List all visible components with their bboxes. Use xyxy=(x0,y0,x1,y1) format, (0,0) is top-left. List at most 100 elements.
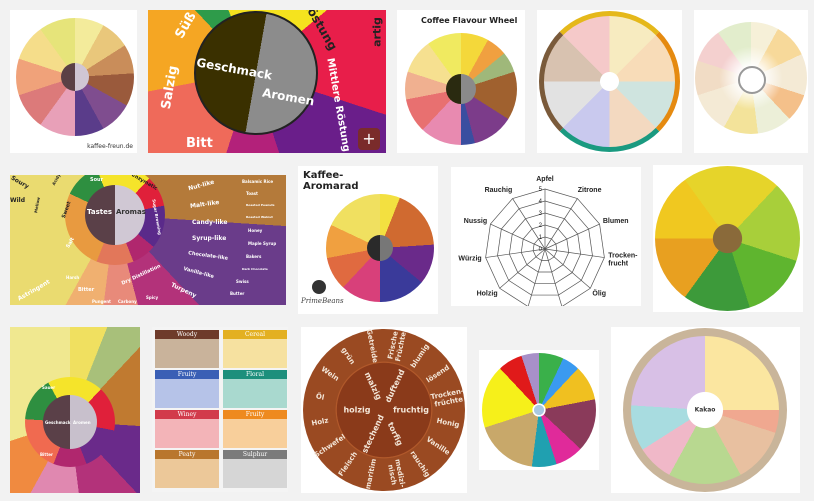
wheel-center xyxy=(446,74,476,104)
radar-axis xyxy=(485,248,546,258)
radar-axis-label: Zitrone xyxy=(578,187,602,194)
radar-axis xyxy=(512,198,546,250)
label: Balsamic Rice xyxy=(242,179,274,184)
result-tile-13[interactable] xyxy=(479,350,599,470)
label: Syrup-like xyxy=(192,235,227,242)
result-tile-8[interactable]: ApfelZitroneBlumenTrocken-fruchtÖligMalz… xyxy=(451,167,641,306)
table-section: Cereal xyxy=(223,330,287,368)
label: Swiss xyxy=(236,279,249,284)
section-header: Fruity xyxy=(155,370,219,379)
section-body xyxy=(155,459,219,488)
label: Honey xyxy=(248,228,263,233)
radar-grid-ring xyxy=(485,188,605,306)
radar-axis xyxy=(544,248,591,289)
label: Harsh xyxy=(66,275,80,280)
result-tile-1[interactable]: kaffee-freun.de xyxy=(10,10,137,153)
label: Roasted Walnut xyxy=(246,215,273,219)
result-tile-3[interactable]: Coffee Flavour Wheel xyxy=(397,10,525,153)
radar-axis xyxy=(499,248,546,289)
result-tile-7[interactable]: Kaffee-Aromarad PrimeBeans xyxy=(298,166,438,314)
section-header: Fruity xyxy=(223,410,287,419)
radar-tick-label: 5 xyxy=(539,187,543,193)
wheel-center xyxy=(367,235,393,261)
radar-axis-label: Ölig xyxy=(592,289,606,298)
section-body xyxy=(223,339,287,368)
section-body xyxy=(155,419,219,448)
radar-axis-label: Holzig xyxy=(477,291,498,298)
flavor-wheel-image xyxy=(539,11,680,152)
label: Butter xyxy=(230,291,245,296)
label: Spicy xyxy=(146,295,159,300)
table-section: Fruity xyxy=(223,410,287,448)
radar-axis xyxy=(544,198,578,250)
result-tile-12[interactable]: holzig malzig duftend fruchtig torfig stechen… xyxy=(301,327,467,493)
table-section: Winey xyxy=(155,410,219,448)
wooden-flavor-wheel xyxy=(303,329,465,491)
label: Tastes xyxy=(87,208,113,216)
result-tile-11[interactable]: Woody Cereal Fruity Floral Winey Fruity Peaty S… xyxy=(152,327,288,492)
radar-tick-label: 1 xyxy=(539,235,543,241)
radar-axis-label: Nussig xyxy=(464,218,487,225)
image-title: Coffee Flavour Wheel xyxy=(421,16,518,25)
wheel-center xyxy=(43,395,97,449)
flavor-wheel-image xyxy=(623,328,787,492)
flavor-wheel-image xyxy=(482,353,596,467)
label: Bitter xyxy=(40,452,53,457)
result-tile-10[interactable]: Geschmack Aromen Bitter Sauer xyxy=(10,327,140,493)
result-tile-6[interactable]: Tastes Aromas Sour Enzymatic Sugar Brown… xyxy=(10,175,286,305)
table-section: Peaty xyxy=(155,450,219,488)
radar-tick-label: 0 xyxy=(539,247,543,253)
radar-tick-label: 4 xyxy=(539,199,543,205)
wheel-center xyxy=(738,66,766,94)
result-tile-4[interactable] xyxy=(537,10,682,153)
image-title: Kaffee-Aromarad xyxy=(303,170,359,192)
radar-tick-label: 2 xyxy=(539,223,543,229)
wheel-label-inner: fruchtig xyxy=(393,405,429,415)
radar-axis xyxy=(544,223,600,250)
radar-grid-ring xyxy=(532,236,558,261)
wheel-label-inner: holzig xyxy=(343,405,371,415)
section-body xyxy=(223,419,287,448)
table-section: Fruity xyxy=(155,370,219,408)
label: Candy-like xyxy=(192,219,228,226)
label: Toast xyxy=(246,191,258,196)
radar-axis xyxy=(527,248,546,306)
source-caption: kaffee-freun.de xyxy=(87,143,133,150)
label: artig xyxy=(370,17,384,47)
label: Carbony xyxy=(118,299,137,304)
label: Wild xyxy=(10,197,26,204)
zoom-in-icon[interactable]: + xyxy=(358,128,380,150)
section-header: Sulphur xyxy=(223,450,287,459)
radar-axis-label: Rauchig xyxy=(485,187,513,194)
label: Geschmack xyxy=(45,420,71,425)
wheel-center xyxy=(194,11,318,135)
label: Aromen xyxy=(73,420,91,425)
wheel-center xyxy=(85,185,145,245)
radar-axis-label: Würzig xyxy=(458,256,481,263)
radar-axis xyxy=(490,223,546,250)
result-tile-9[interactable] xyxy=(653,165,803,312)
result-tile-5[interactable] xyxy=(694,10,808,153)
radar-axis-label: Trocken-frucht xyxy=(608,253,638,268)
label: Aromas xyxy=(116,208,146,216)
result-tile-14[interactable]: Kakao xyxy=(611,327,800,493)
label: Maple Syrup xyxy=(248,241,277,246)
section-body xyxy=(223,459,287,488)
label: Sour xyxy=(90,177,104,183)
radar-axis-label: Apfel xyxy=(536,176,554,183)
section-header: Winey xyxy=(155,410,219,419)
section-header: Floral xyxy=(223,370,287,379)
table-section: Sulphur xyxy=(223,450,287,488)
label: Bitter xyxy=(78,287,95,293)
section-header: Cereal xyxy=(223,330,287,339)
section-header: Woody xyxy=(155,330,219,339)
table-section: Floral xyxy=(223,370,287,408)
wheel-center xyxy=(61,63,89,91)
result-tile-2[interactable]: Süß Salzig Bitt Geschmack Aromen Röstung… xyxy=(148,10,386,153)
label: Bitt xyxy=(186,136,213,151)
flavor-wheel-image xyxy=(655,166,800,311)
section-body xyxy=(155,379,219,408)
label: Bakers xyxy=(246,254,262,259)
radar-grid-ring xyxy=(520,224,570,273)
brand-logo-text: PrimeBeans xyxy=(301,297,344,305)
